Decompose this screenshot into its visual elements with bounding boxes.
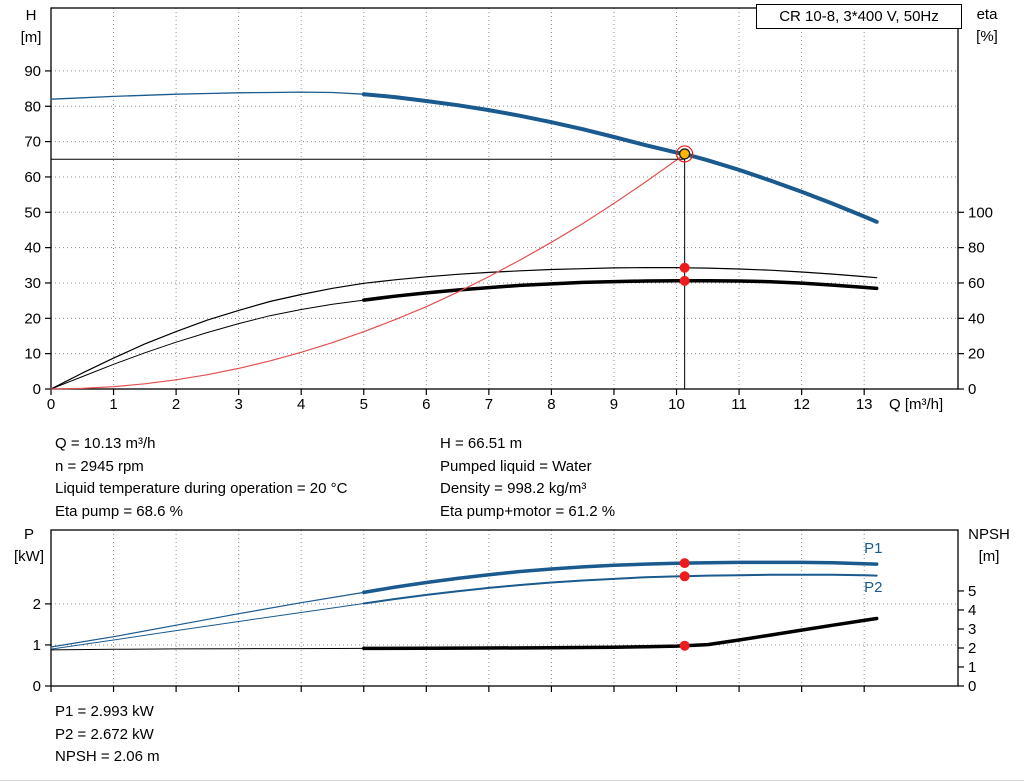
svg-text:60: 60 bbox=[24, 169, 41, 186]
svg-text:40: 40 bbox=[968, 310, 985, 327]
pumped-liquid-value: Pumped liquid = Water bbox=[440, 457, 592, 475]
svg-text:10: 10 bbox=[668, 396, 685, 413]
npsh-curve bbox=[362, 616, 879, 651]
svg-text:40: 40 bbox=[24, 240, 41, 257]
svg-text:1: 1 bbox=[968, 659, 976, 676]
head-axis-unit: [m] bbox=[20, 29, 42, 46]
p2-value: P2 = 2.672 kW bbox=[55, 725, 154, 743]
svg-text:2: 2 bbox=[33, 596, 41, 613]
eta-pump-motor-curve-extended bbox=[50, 299, 365, 390]
p1-duty-marker bbox=[679, 558, 690, 569]
p1-curve bbox=[362, 560, 879, 595]
head-efficiency-chart: 0 1 2 3 4 5 6 7 8 9 10 11 12 130102030405060708090020… bbox=[24, 7, 993, 413]
svg-text:2: 2 bbox=[172, 396, 180, 413]
liquid-temperature-value: Liquid temperature during operation = 20… bbox=[55, 480, 348, 497]
svg-text:9: 9 bbox=[610, 396, 618, 413]
svg-text:5: 5 bbox=[968, 583, 976, 600]
svg-text:1: 1 bbox=[33, 637, 41, 654]
head-value: H = 66.51 m bbox=[440, 435, 523, 452]
power-npsh-chart-frame bbox=[50, 529, 959, 687]
p2-duty-marker bbox=[679, 571, 690, 582]
eta-axis-unit: [%] bbox=[976, 28, 998, 45]
npsh-duty-marker bbox=[679, 640, 690, 651]
p2-curve bbox=[362, 573, 878, 605]
svg-text:50: 50 bbox=[24, 204, 41, 221]
flow-axis-label: Q [m³/h] bbox=[889, 396, 944, 413]
npsh-axis-label: NPSH [m] bbox=[958, 524, 1020, 568]
npsh-axis-symbol: NPSH bbox=[968, 526, 1010, 543]
svg-text:11: 11 bbox=[731, 396, 747, 413]
p1-curve-extended bbox=[50, 591, 365, 648]
svg-text:1: 1 bbox=[109, 396, 117, 413]
svg-text:20: 20 bbox=[968, 346, 985, 363]
duty-point-marker-ring bbox=[676, 145, 694, 163]
svg-text:100: 100 bbox=[968, 204, 993, 221]
svg-text:12: 12 bbox=[793, 396, 810, 413]
eta-axis-label: eta [%] bbox=[962, 4, 1012, 48]
duty-point-info-left: Q = 10.13 m³/h n = 2945 rpm Liquid tempe… bbox=[55, 433, 440, 523]
svg-text:3: 3 bbox=[968, 621, 976, 638]
head-curve-extended bbox=[50, 91, 365, 100]
eta-pump-duty-marker bbox=[679, 262, 690, 273]
npsh-axis-unit: [m] bbox=[978, 548, 1000, 565]
svg-text:7: 7 bbox=[485, 396, 493, 413]
eta-pump-motor-duty-marker bbox=[679, 275, 690, 286]
svg-text:6: 6 bbox=[422, 396, 430, 413]
power-axis-unit: [kW] bbox=[14, 548, 44, 565]
svg-text:3: 3 bbox=[234, 396, 242, 413]
power-npsh-chart: 0 1 2 0 1 2 3 4 5 P1 P2 bbox=[33, 529, 976, 695]
npsh-curve-extended bbox=[50, 647, 365, 651]
svg-text:0: 0 bbox=[47, 396, 55, 413]
eta-pump-curve bbox=[50, 267, 878, 390]
svg-text:60: 60 bbox=[968, 275, 985, 292]
svg-text:2: 2 bbox=[968, 640, 976, 657]
head-axis-label: H [m] bbox=[12, 5, 50, 49]
eta-axis-symbol: eta bbox=[976, 6, 998, 23]
svg-text:30: 30 bbox=[24, 275, 41, 292]
svg-text:0: 0 bbox=[33, 381, 41, 398]
speed-value: n = 2945 rpm bbox=[55, 457, 144, 475]
svg-text:4: 4 bbox=[968, 602, 976, 619]
flow-value: Q = 10.13 m³/h bbox=[55, 435, 156, 452]
eta-pump-motor-curve bbox=[362, 278, 879, 302]
p1-curve-label: P1 bbox=[864, 540, 882, 557]
svg-text:20: 20 bbox=[24, 310, 41, 327]
svg-text:4: 4 bbox=[297, 396, 305, 413]
power-axis-symbol: P bbox=[23, 526, 34, 543]
pump-model-box: CR 10-8, 3*400 V, 50Hz bbox=[756, 4, 962, 29]
svg-text:10: 10 bbox=[24, 346, 41, 363]
svg-text:0: 0 bbox=[968, 678, 976, 695]
power-npsh-info: P1 = 2.993 kW P2 = 2.672 kW NPSH = 2.06 … bbox=[55, 701, 160, 769]
eta-pump-motor-value: Eta pump+motor = 61.2 % bbox=[440, 502, 616, 520]
svg-text:80: 80 bbox=[24, 98, 41, 115]
duty-point-marker bbox=[678, 148, 691, 160]
npsh-value: NPSH = 2.06 m bbox=[55, 748, 160, 765]
power-axis-label: P [kW] bbox=[6, 524, 52, 568]
duty-point-info: Q = 10.13 m³/h n = 2945 rpm Liquid tempe… bbox=[55, 433, 615, 523]
svg-text:0: 0 bbox=[968, 381, 976, 398]
head-curve bbox=[361, 92, 879, 224]
p2-curve-label: P2 bbox=[864, 579, 882, 596]
svg-text:13: 13 bbox=[856, 396, 873, 413]
p1-value: P1 = 2.993 kW bbox=[55, 703, 154, 720]
svg-text:90: 90 bbox=[24, 63, 41, 80]
eta-pump-value: Eta pump = 68.6 % bbox=[55, 502, 183, 520]
svg-text:5: 5 bbox=[360, 396, 368, 413]
svg-text:70: 70 bbox=[24, 134, 41, 151]
svg-text:80: 80 bbox=[968, 240, 985, 257]
density-value: Density = 998.2 kg/m³ bbox=[440, 480, 587, 497]
svg-text:8: 8 bbox=[547, 396, 555, 413]
svg-text:0: 0 bbox=[33, 678, 41, 695]
head-efficiency-chart-frame bbox=[50, 7, 959, 390]
p2-curve-extended bbox=[50, 603, 365, 650]
head-axis-symbol: H bbox=[25, 7, 37, 24]
pump-model-text: CR 10-8, 3*400 V, 50Hz bbox=[779, 8, 939, 25]
duty-point-info-right: H = 66.51 m Pumped liquid = Water Densit… bbox=[440, 433, 615, 523]
system-curve bbox=[50, 153, 686, 390]
